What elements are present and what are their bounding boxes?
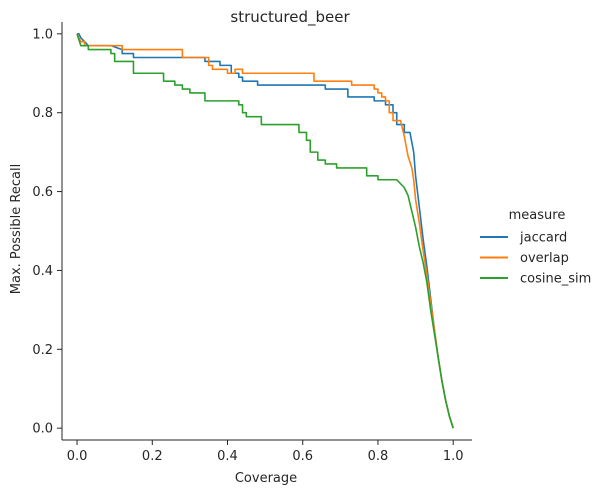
legend-label-jaccard: jaccard — [519, 231, 567, 246]
x-tick-label: 0.0 — [67, 449, 88, 464]
y-axis: 0.0 0.2 0.4 0.6 0.8 1.0 — [32, 22, 63, 440]
legend-label-overlap: overlap — [520, 251, 569, 266]
x-tick-label: 0.8 — [368, 449, 389, 464]
y-tick-label: 0.8 — [32, 106, 53, 121]
x-axis: 0.0 0.2 0.4 0.6 0.8 1.0 — [62, 439, 472, 464]
y-tick-label: 0.4 — [32, 264, 53, 279]
y-tick-label: 0.0 — [32, 422, 53, 437]
y-tick-label: 0.6 — [32, 185, 53, 200]
x-tick-label: 1.0 — [443, 449, 464, 464]
series-line-overlap — [76, 33, 454, 429]
series-line-jaccard — [77, 33, 454, 429]
plot-area — [76, 33, 454, 429]
x-axis-label: Coverage — [235, 471, 297, 486]
x-tick-label: 0.6 — [292, 449, 313, 464]
y-tick-label: 0.2 — [32, 343, 53, 358]
series-line-cosine-sim — [76, 33, 454, 429]
x-tick-label: 0.2 — [142, 449, 163, 464]
legend: measure jaccard overlap cosine_sim — [480, 208, 591, 287]
y-axis-label: Max. Possible Recall — [9, 164, 24, 294]
legend-title: measure — [509, 208, 566, 223]
chart-title: structured_beer — [230, 8, 350, 27]
x-tick-label: 0.4 — [217, 449, 238, 464]
legend-label-cosine-sim: cosine_sim — [520, 272, 591, 287]
y-tick-label: 1.0 — [32, 27, 53, 42]
